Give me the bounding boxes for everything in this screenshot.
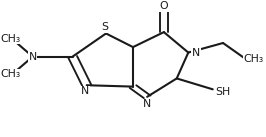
- Text: S: S: [101, 22, 108, 32]
- Text: CH₃: CH₃: [1, 34, 21, 44]
- Text: O: O: [160, 1, 168, 11]
- Text: SH: SH: [215, 87, 230, 97]
- Text: N: N: [28, 52, 37, 62]
- Text: N: N: [143, 99, 151, 109]
- Text: CH₃: CH₃: [1, 69, 21, 79]
- Text: N: N: [192, 48, 200, 58]
- Text: CH₃: CH₃: [244, 54, 264, 64]
- Text: N: N: [81, 86, 90, 96]
